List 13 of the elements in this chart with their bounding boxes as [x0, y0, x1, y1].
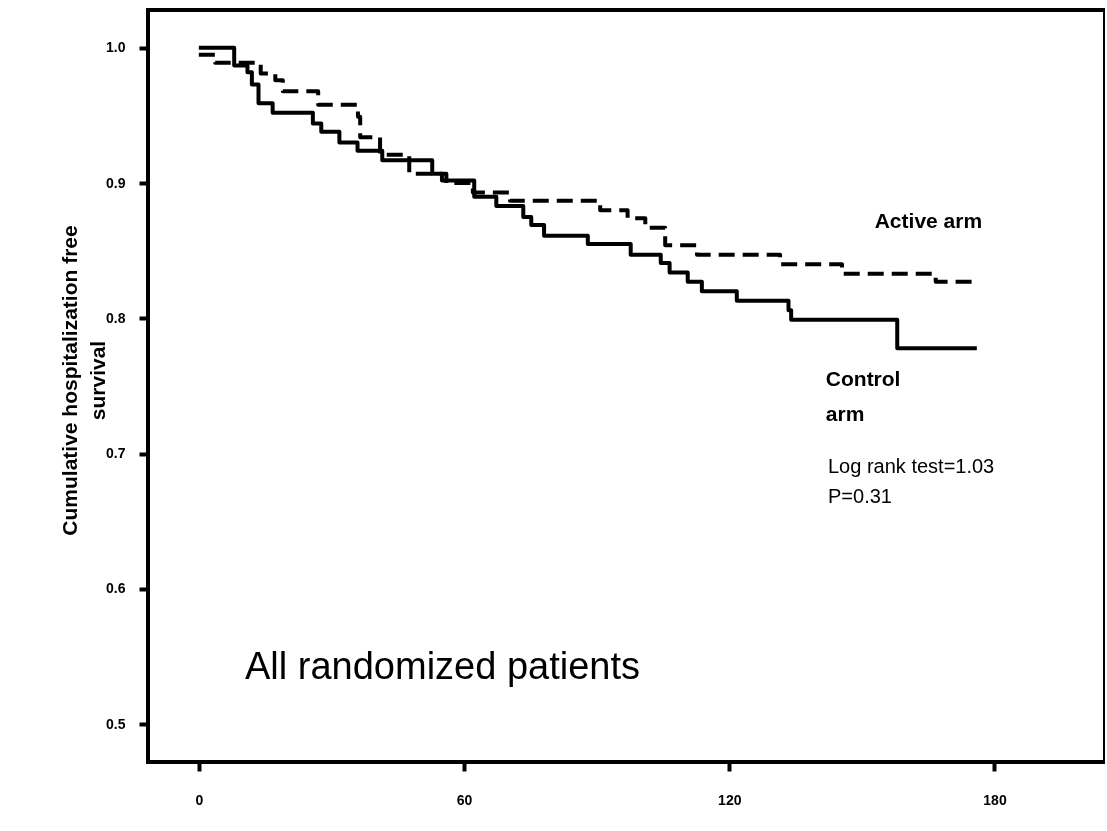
- y-tick-label: 0.5: [106, 715, 126, 732]
- y-tick-label: 1.0: [106, 39, 126, 56]
- y-tick-label: 0.8: [106, 309, 126, 326]
- x-tick-label: 0: [195, 791, 204, 808]
- x-tick-label: 120: [718, 791, 742, 808]
- y-tick-label: 0.9: [106, 174, 126, 191]
- x-tick-label: 180: [983, 791, 1007, 808]
- annotation: All randomized patients: [245, 645, 640, 687]
- annotation: Log rank test=1.03 P=0.31: [828, 455, 995, 507]
- y-tick-label: 0.6: [106, 580, 126, 597]
- x-tick-label: 60: [456, 791, 473, 808]
- series-label: Control arm: [825, 367, 901, 426]
- series-label: Active arm: [874, 208, 983, 232]
